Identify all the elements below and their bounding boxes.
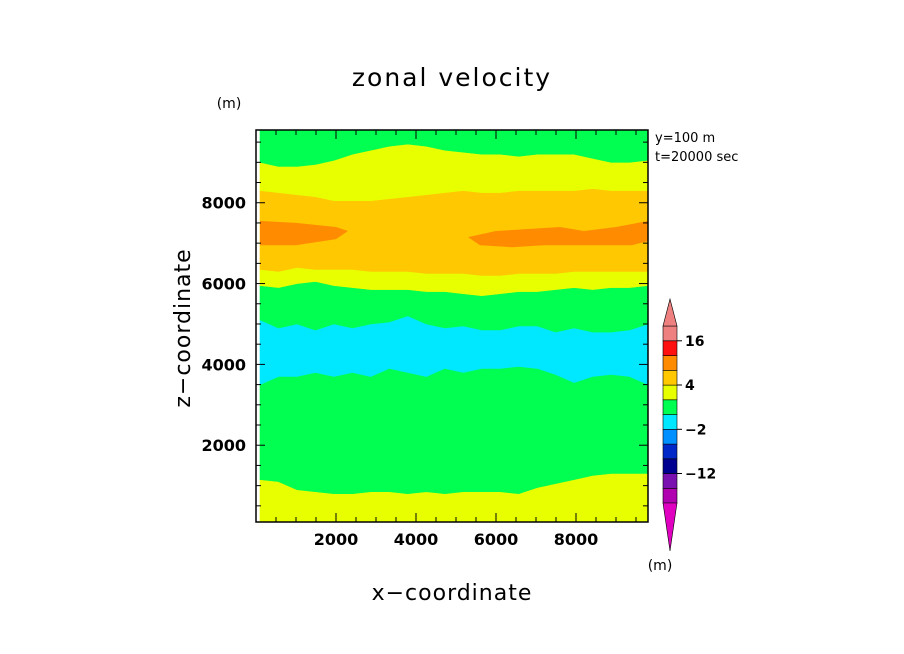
- colorbar-swatch: [662, 473, 678, 489]
- colorbar-label: 4: [685, 378, 695, 394]
- x-tick-label: 4000: [394, 530, 439, 549]
- colorbar: 16 4 −2 −12: [662, 297, 716, 552]
- colorbar-label: −12: [685, 467, 716, 483]
- y-axis-unit: (m): [217, 96, 242, 112]
- colorbar-swatch: [662, 428, 678, 445]
- annotation-y-position: y=100 m: [655, 131, 715, 146]
- contour-band-2: [259, 366, 648, 495]
- chart-title: zonal velocity: [352, 63, 552, 92]
- y-tick-label: 2000: [201, 436, 246, 455]
- colorbar-swatch: [662, 369, 678, 386]
- plot-frame: [255, 129, 649, 523]
- annotation-time: t=20000 sec: [655, 150, 738, 165]
- x-tick-label: 2000: [314, 530, 359, 549]
- colorbar-swatch: [662, 325, 678, 342]
- colorbar-swatch: [662, 414, 678, 430]
- y-tick-label: 4000: [201, 355, 246, 374]
- colorbar-label: −2: [685, 422, 706, 438]
- x-axis-label: x−coordinate: [372, 581, 533, 606]
- contour-band-8: [259, 130, 648, 167]
- y-tick-label: 6000: [201, 275, 246, 294]
- colorbar-min-arrow: [662, 502, 678, 552]
- x-tick-label: 6000: [474, 530, 519, 549]
- colorbar-swatch: [662, 384, 678, 401]
- contour-fills: [259, 130, 648, 522]
- x-tick-label: 8000: [554, 530, 599, 549]
- colorbar-swatch: [662, 443, 678, 460]
- colorbar-swatch: [662, 340, 678, 356]
- colorbar-unit: (m): [648, 558, 673, 574]
- colorbar-swatch: [662, 399, 678, 415]
- colorbar-swatch: [662, 487, 678, 504]
- y-axis-label: z−coordinate: [171, 248, 196, 407]
- axis-ticks: 2000 4000 6000 8000 2000 4000 6000 8000: [201, 130, 648, 549]
- y-tick-label: 8000: [201, 194, 246, 213]
- colorbar-max-arrow: [662, 297, 678, 327]
- colorbar-swatch: [662, 355, 678, 371]
- contour-core-1: [260, 220, 348, 246]
- colorbar-swatch: [662, 458, 678, 474]
- colorbar-label: 16: [685, 334, 704, 350]
- contour-core-2: [468, 220, 648, 248]
